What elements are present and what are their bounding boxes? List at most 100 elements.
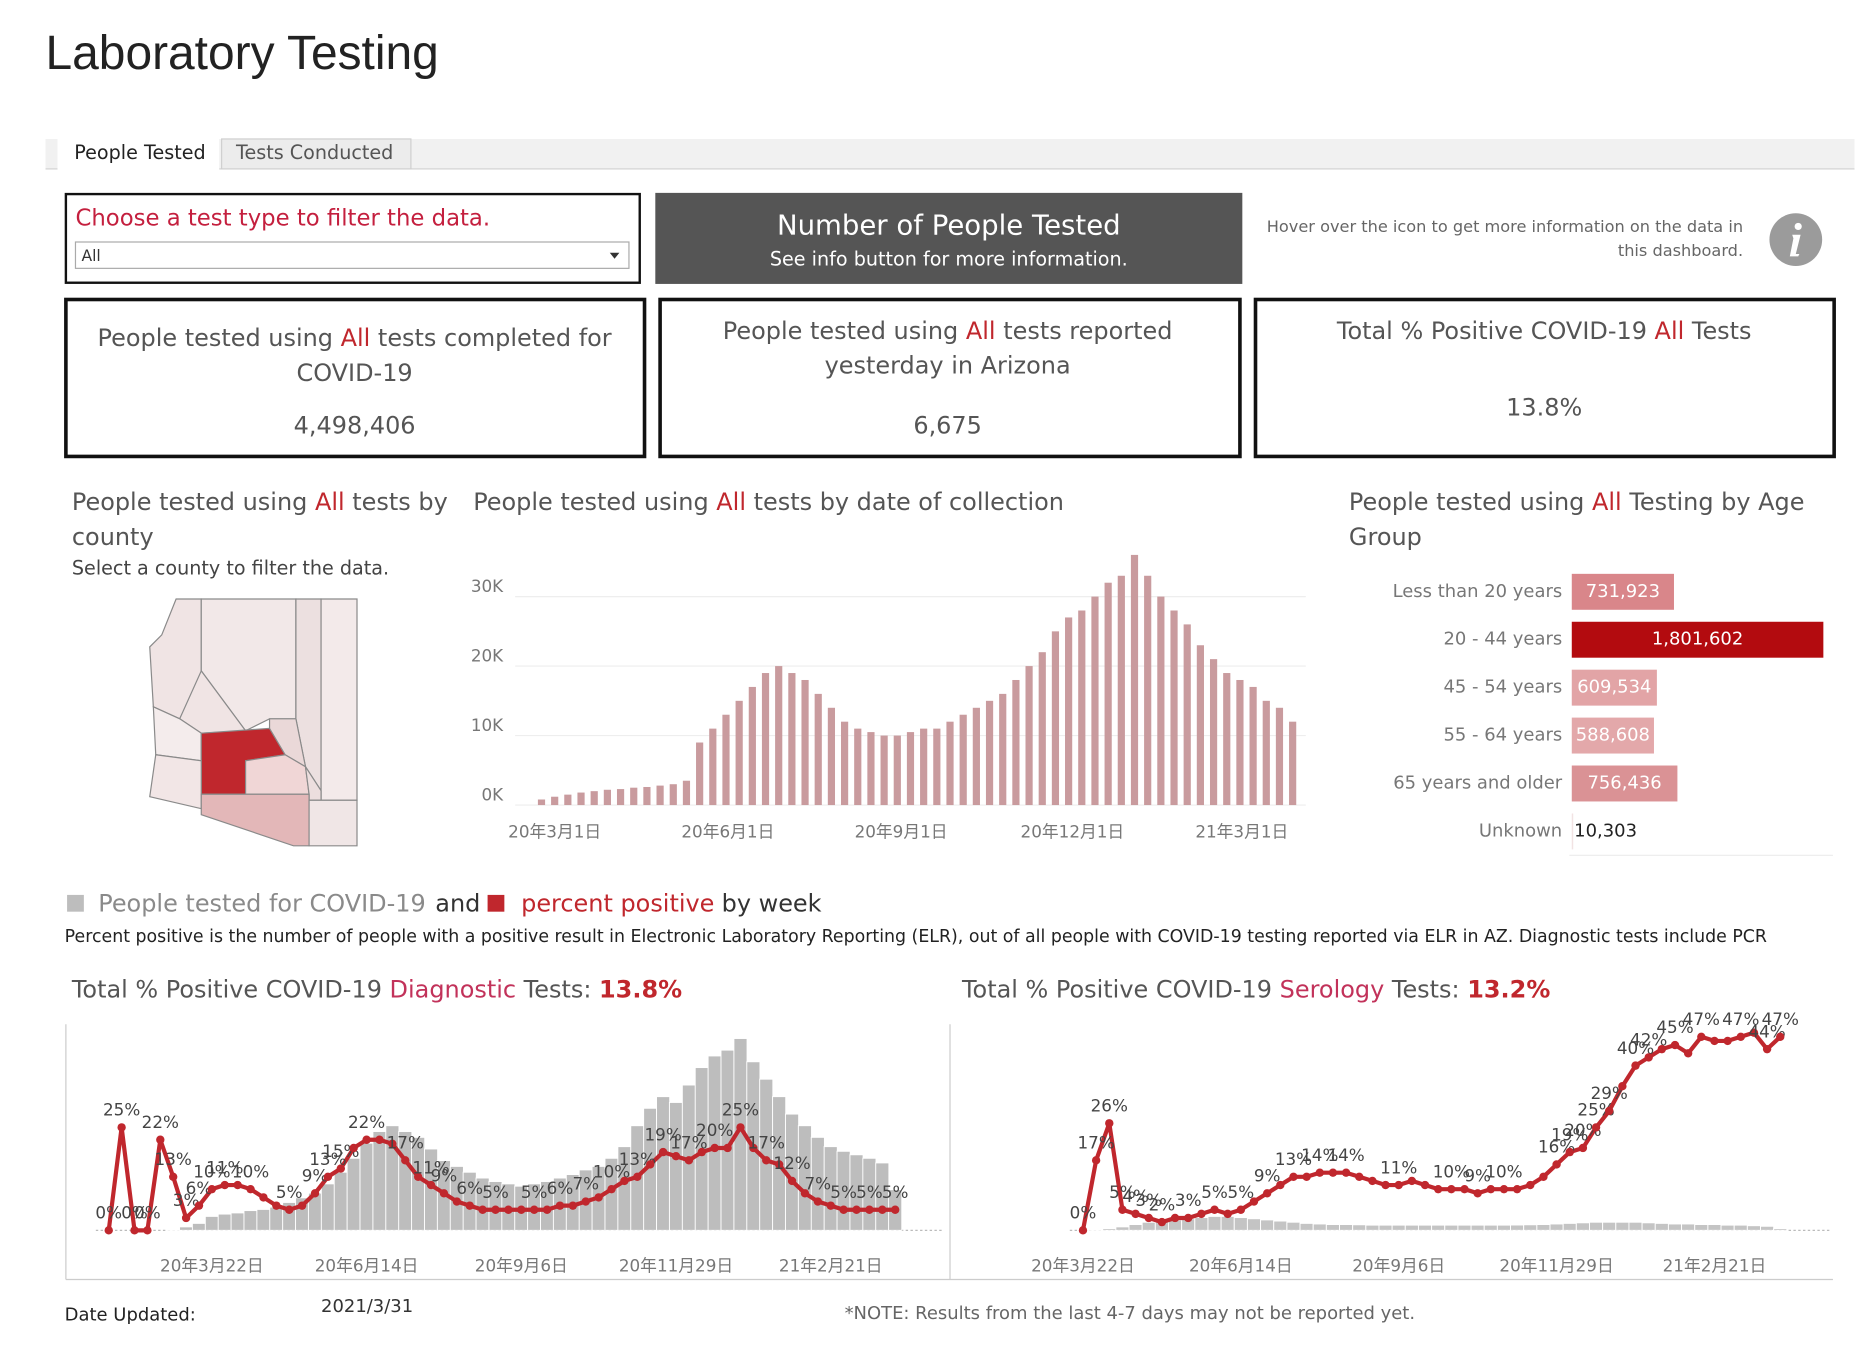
bar (1773, 1228, 1788, 1231)
title-value: 13.2% (1467, 976, 1550, 1004)
point (1341, 1168, 1351, 1177)
bar (191, 1222, 207, 1231)
value-label: 10,303 (1574, 820, 1637, 841)
bar (1299, 1222, 1314, 1231)
info-stem[interactable] (1789, 234, 1801, 257)
tab-label[interactable]: People Tested (74, 141, 205, 164)
tab-label[interactable]: Tests Conducted (235, 141, 393, 164)
value-label: 13% (155, 1149, 192, 1169)
bar (854, 728, 862, 806)
category-label: Less than 20 years (1393, 581, 1563, 602)
county-title: county (72, 523, 154, 551)
value-label: 17% (1077, 1133, 1114, 1153)
bar (1223, 673, 1231, 806)
bar (1431, 1224, 1446, 1231)
point (697, 1147, 706, 1157)
bar (359, 1142, 374, 1231)
point (749, 1143, 758, 1153)
dropdown-value[interactable]: All (81, 247, 100, 265)
bar (1209, 659, 1218, 806)
bar (1615, 1221, 1630, 1231)
point (1197, 1209, 1206, 1219)
value-label: 19% (644, 1124, 681, 1144)
bar (1262, 700, 1270, 806)
kpi-title-text: tests completed for (370, 324, 611, 352)
bar (564, 794, 572, 806)
bar (1391, 1224, 1406, 1231)
point (1460, 1184, 1469, 1194)
value-label: 20% (1564, 1120, 1601, 1140)
title-text: Tests: (1384, 976, 1467, 1004)
point (1105, 1119, 1114, 1128)
point (852, 1205, 861, 1214)
info-dot[interactable] (1794, 222, 1802, 231)
bar (709, 728, 717, 806)
county[interactable] (200, 793, 310, 847)
legend-label: People tested for COVID-19 (98, 889, 425, 917)
point (297, 1201, 307, 1210)
tab-active[interactable] (57, 136, 220, 171)
point (1236, 1205, 1246, 1214)
bar (959, 714, 967, 806)
bar (616, 789, 625, 806)
value-label: 5% (882, 1182, 909, 1202)
dropdown[interactable] (74, 241, 630, 269)
point (594, 1193, 603, 1202)
section-text: by week (722, 889, 822, 917)
point (1157, 1217, 1167, 1227)
value-label: 14% (1327, 1145, 1364, 1165)
category-label: 55 - 64 years (1443, 725, 1562, 746)
point (375, 1135, 384, 1144)
value-label: 6% (547, 1178, 574, 1198)
point (568, 1201, 578, 1210)
x-tick-label: 20年3月1日 (508, 822, 601, 842)
kpi-title-text: Tests (1684, 317, 1751, 345)
point (388, 1139, 397, 1149)
chart-title: People tested using All Testing by Age (1349, 488, 1805, 516)
county[interactable] (308, 799, 358, 847)
point (542, 1205, 552, 1214)
bar (735, 700, 743, 806)
bar (372, 1131, 387, 1231)
info-icon[interactable] (1769, 213, 1823, 266)
county[interactable] (149, 754, 202, 810)
title-filter: Diagnostic (390, 976, 517, 1004)
point (465, 1201, 474, 1210)
bar (1115, 1226, 1130, 1231)
value-label: 0% (134, 1203, 161, 1223)
point (1591, 1123, 1601, 1132)
value-label: 22% (348, 1112, 385, 1132)
tab-inactive[interactable] (221, 138, 412, 170)
bar (933, 728, 941, 806)
bar (972, 707, 980, 806)
point (1381, 1180, 1390, 1190)
bar (1312, 1223, 1327, 1231)
banner-title: Number of People Tested (777, 209, 1121, 241)
point (1144, 1213, 1153, 1223)
bar (656, 1096, 671, 1231)
point (1670, 1040, 1680, 1050)
bar (801, 679, 809, 806)
value-label: 26% (1091, 1096, 1128, 1116)
county[interactable] (320, 598, 358, 801)
point (194, 1201, 204, 1210)
point (181, 1213, 191, 1223)
bar (867, 732, 875, 806)
bar (1089, 1229, 1104, 1231)
bar (643, 786, 651, 806)
point (723, 1143, 732, 1153)
point (259, 1193, 268, 1202)
dropdown-arrow[interactable] (609, 252, 620, 259)
bar (1104, 582, 1112, 806)
category-label: 45 - 54 years (1443, 677, 1562, 698)
bar (1571, 621, 1824, 658)
value-label: 6% (186, 1178, 213, 1198)
point (1420, 1180, 1430, 1190)
bar (1562, 1222, 1577, 1231)
point (1184, 1213, 1193, 1223)
value-label: 5% (830, 1182, 857, 1202)
bar (630, 787, 638, 806)
county-subtitle: Select a county to filter the data. (72, 557, 389, 580)
bar (1746, 1225, 1762, 1231)
point (285, 1205, 294, 1214)
